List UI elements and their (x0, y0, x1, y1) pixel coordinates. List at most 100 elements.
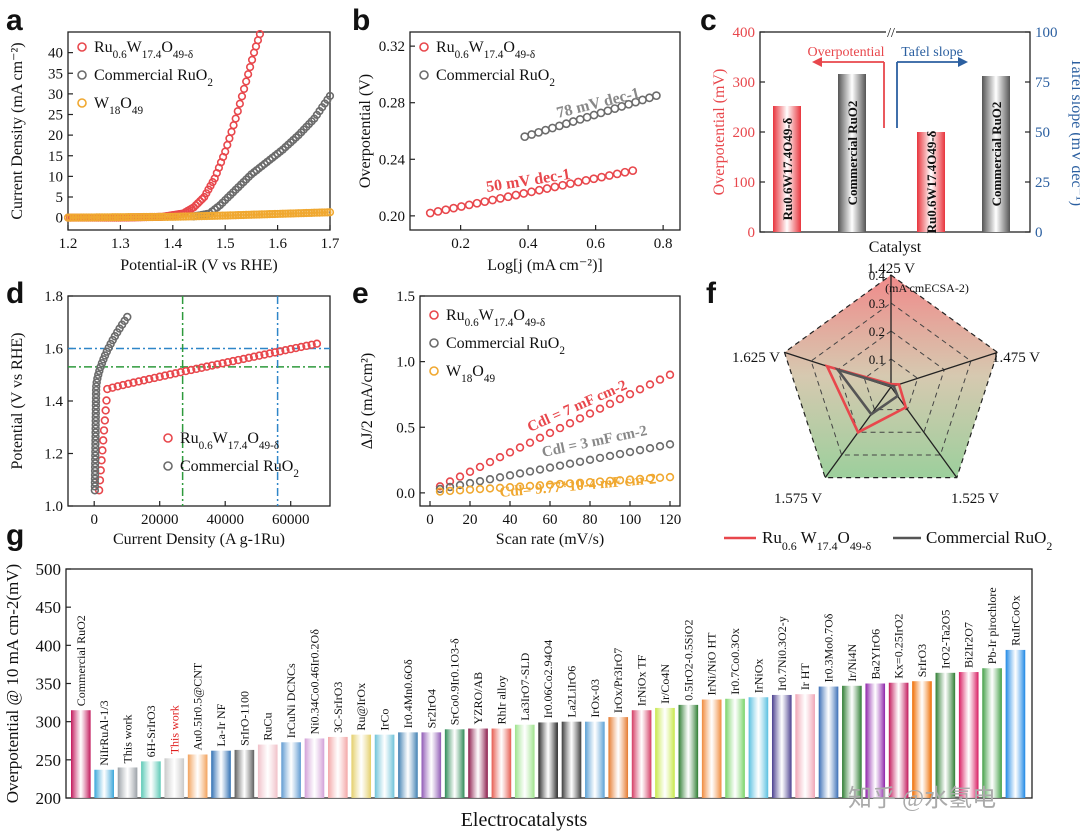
legend-ru-w-o: Ru0.6W17.4O49-δ (446, 307, 545, 329)
data-point (236, 210, 246, 220)
bar-label: SrIrO3 (915, 644, 929, 677)
data-point (90, 459, 100, 468)
data-point (189, 203, 198, 212)
data-point (635, 474, 645, 484)
data-point (307, 340, 316, 349)
data-point (525, 438, 535, 447)
data-point (90, 474, 100, 483)
data-point (223, 358, 233, 367)
data-point (475, 462, 485, 472)
data-point (100, 213, 109, 222)
panel-label-a: a (6, 4, 23, 37)
bar (771, 694, 792, 798)
bar (164, 758, 185, 798)
data-point (260, 210, 269, 219)
panel-e: 0 20 40 60 80 100 120 0.0 0.5 1.0 1.5 Scan rate (mV… (359, 289, 681, 548)
bar (491, 728, 512, 798)
data-point (495, 483, 505, 492)
radar-grid (837, 330, 945, 433)
data-point (155, 212, 164, 222)
x-axis-label: Scan rate (mV/s) (496, 531, 604, 548)
panel-label-f: f (706, 277, 717, 310)
data-point (612, 169, 622, 179)
data-point (263, 210, 272, 219)
radar-axis-1.475: 1.475 V (992, 350, 1040, 366)
data-point (234, 211, 243, 220)
data-point (223, 140, 232, 150)
data-point (268, 209, 277, 219)
data-point (604, 171, 614, 180)
data-point (124, 213, 133, 222)
x-tick-label: 20 (463, 512, 478, 528)
data-point (281, 209, 290, 218)
x-tick-label: 20000 (141, 512, 179, 528)
bar-label: Au0.5Ir0.5@CNT (191, 662, 205, 750)
legend-marker (429, 338, 439, 348)
data-point (126, 213, 135, 222)
data-point (239, 354, 248, 364)
legend-marker (77, 42, 87, 52)
data-point (585, 477, 595, 487)
data-point (93, 374, 102, 383)
data-point (208, 211, 217, 220)
bar (257, 744, 278, 798)
data-point (665, 440, 675, 449)
y-tick-label: 250 (36, 751, 62, 770)
data-point (82, 213, 91, 222)
data-point (145, 212, 154, 222)
y-tick-label-left: 300 (733, 75, 756, 91)
bar-label: Ir0.7Ni0.3O2-y (775, 616, 789, 691)
radar-unit-label: (mA cmECSA-2) (885, 281, 969, 295)
bar (71, 710, 91, 798)
bar-label: 0.5IrO2-0.5SiO2 (681, 620, 695, 701)
y-tick-label-left: 100 (733, 175, 756, 191)
data-point (568, 117, 578, 126)
y-tick-label-right: 50 (1035, 125, 1050, 141)
data-point (158, 212, 167, 221)
y-tick-label: 1.4 (44, 394, 63, 410)
data-point (91, 428, 100, 437)
bar (608, 717, 629, 798)
data-point (255, 29, 265, 39)
x-tick-label: 1.5 (216, 236, 235, 252)
data-point (435, 484, 445, 494)
panel-f: 0.1 0.2 0.3 0.41.425 V 1.475 V 1.525 V 1.575 V… (724, 261, 1052, 553)
bar-label: Commercial RuO2 (74, 615, 88, 706)
y-tick-label: 1.5 (396, 289, 415, 305)
radar-axis-1.575: 1.575 V (774, 491, 822, 507)
data-point (464, 200, 474, 210)
data-point (227, 127, 236, 136)
data-point (445, 477, 455, 486)
data-point (535, 481, 545, 490)
data-point (511, 190, 521, 200)
y-tick-label: 0 (56, 211, 64, 227)
data-point (310, 208, 319, 217)
data-point (229, 121, 238, 130)
data-point (213, 211, 222, 220)
data-point (90, 486, 100, 495)
data-point (595, 453, 605, 463)
bar-label: YZRO/AB (471, 672, 485, 725)
data-point (87, 213, 96, 222)
bar (748, 697, 769, 798)
data-point (197, 212, 206, 221)
data-point (485, 475, 495, 484)
data-point (171, 369, 180, 378)
data-point (581, 175, 591, 185)
bar (818, 686, 839, 798)
panel-label-d: d (6, 277, 24, 310)
data-point (200, 211, 209, 221)
bar-label: RhIr alloy (494, 676, 508, 725)
data-point (325, 91, 335, 101)
data-point (160, 371, 170, 380)
data-point (173, 212, 183, 221)
data-point (286, 344, 295, 354)
data-point (84, 213, 94, 222)
data-point (615, 449, 625, 459)
data-point (244, 353, 253, 363)
legend-ruo2: Commercial RuO2 (926, 528, 1052, 553)
data-point (605, 476, 615, 486)
series-ruo2 (435, 440, 675, 494)
data-point (239, 210, 248, 220)
data-point (265, 349, 274, 358)
